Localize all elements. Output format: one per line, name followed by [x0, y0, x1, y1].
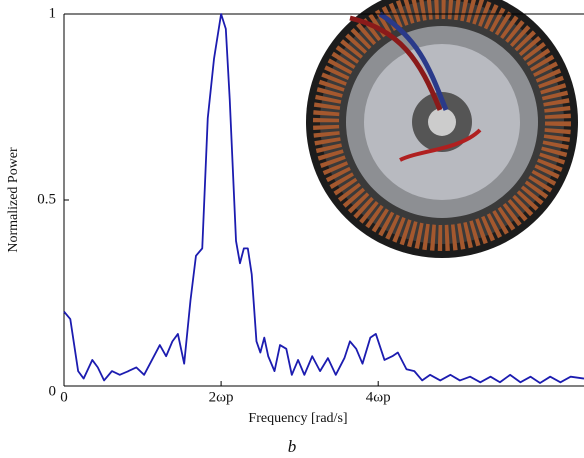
x-axis-label: Frequency [rad/s] [248, 411, 347, 426]
caption: b [288, 437, 297, 456]
motor-photo [306, 0, 578, 258]
x-tick-label: 2ωp [209, 389, 234, 405]
y-axis-label: Normalized Power [6, 147, 21, 253]
x-tick-label: 4ωp [366, 389, 391, 405]
power-line [63, 13, 584, 384]
y-tick-label: 0 [49, 383, 57, 399]
y-tick-label: 0.5 [37, 191, 56, 207]
x-tick-label: 0 [60, 389, 68, 405]
y-tick-label: 1 [49, 5, 57, 21]
